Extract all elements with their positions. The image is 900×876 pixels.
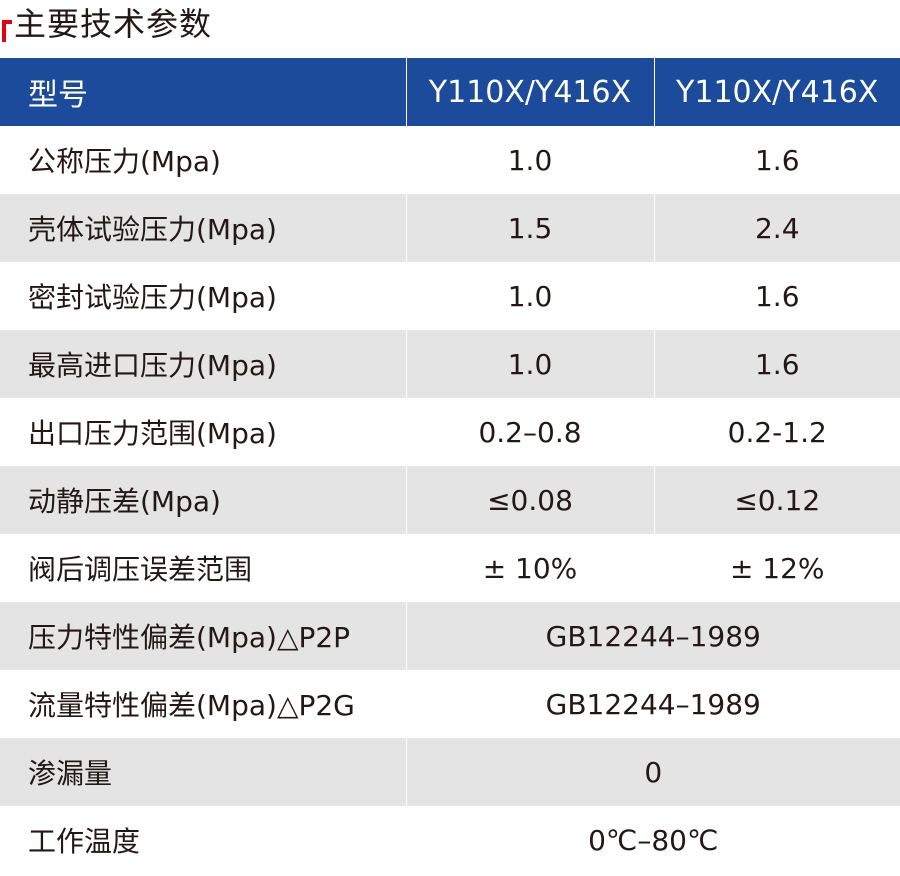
row-value: 1.6 (653, 330, 900, 398)
title-marker-icon (2, 20, 12, 42)
row-value: 0 (405, 738, 900, 806)
row-label: 流量特性偏差(Mpa)△P2G (0, 670, 406, 738)
section-title: 主要技术参数 (14, 5, 213, 43)
row-label: 最高进口压力(Mpa) (0, 330, 406, 398)
table-row: 渗漏量 0 (0, 738, 900, 806)
row-value: ≤0.12 (653, 466, 900, 534)
row-value: ± 10% (405, 534, 654, 602)
row-value: GB12244–1989 (405, 602, 900, 670)
table-row: 公称压力(Mpa) 1.0 1.6 (0, 126, 900, 194)
table-row: 密封试验压力(Mpa) 1.0 1.6 (0, 262, 900, 330)
table-row: 最高进口压力(Mpa) 1.0 1.6 (0, 330, 900, 398)
header-model: 型号 (0, 58, 407, 126)
row-label: 阀后调压误差范围 (0, 534, 406, 602)
row-value: 1.0 (405, 262, 654, 330)
row-value: ± 12% (653, 534, 900, 602)
row-value: 0.2-1.2 (653, 398, 900, 466)
table-header-row: 型号 Y110X/Y416X Y110X/Y416X (0, 58, 900, 126)
parameters-table: 型号 Y110X/Y416X Y110X/Y416X 公称压力(Mpa) 1.0… (0, 58, 900, 874)
table-row: 出口压力范围(Mpa) 0.2–0.8 0.2-1.2 (0, 398, 900, 466)
table-row: 流量特性偏差(Mpa)△P2G GB12244–1989 (0, 670, 900, 738)
row-value: 0.2–0.8 (405, 398, 654, 466)
row-label: 渗漏量 (0, 738, 406, 806)
row-label: 动静压差(Mpa) (0, 466, 406, 534)
section-title-bar: 主要技术参数 (0, 0, 900, 58)
header-model-b: Y110X/Y416X (654, 58, 900, 126)
table-row: 壳体试验压力(Mpa) 1.5 2.4 (0, 194, 900, 262)
row-value: 1.0 (405, 330, 654, 398)
row-label: 壳体试验压力(Mpa) (0, 194, 406, 262)
row-label: 公称压力(Mpa) (0, 126, 406, 194)
row-value: 1.0 (405, 126, 654, 194)
table-row: 压力特性偏差(Mpa)△P2P GB12244–1989 (0, 602, 900, 670)
row-label: 工作温度 (0, 806, 406, 874)
row-value: 1.6 (653, 262, 900, 330)
table-row: 动静压差(Mpa) ≤0.08 ≤0.12 (0, 466, 900, 534)
row-label: 密封试验压力(Mpa) (0, 262, 406, 330)
row-value: 1.5 (405, 194, 654, 262)
row-value: ≤0.08 (405, 466, 654, 534)
table-row: 工作温度 0℃–80℃ (0, 806, 900, 874)
row-value: 2.4 (653, 194, 900, 262)
header-model-a: Y110X/Y416X (406, 58, 655, 126)
table-row: 阀后调压误差范围 ± 10% ± 12% (0, 534, 900, 602)
row-value: 0℃–80℃ (405, 806, 900, 874)
row-value: GB12244–1989 (405, 670, 900, 738)
row-value: 1.6 (653, 126, 900, 194)
row-label: 出口压力范围(Mpa) (0, 398, 406, 466)
row-label: 压力特性偏差(Mpa)△P2P (0, 602, 406, 670)
